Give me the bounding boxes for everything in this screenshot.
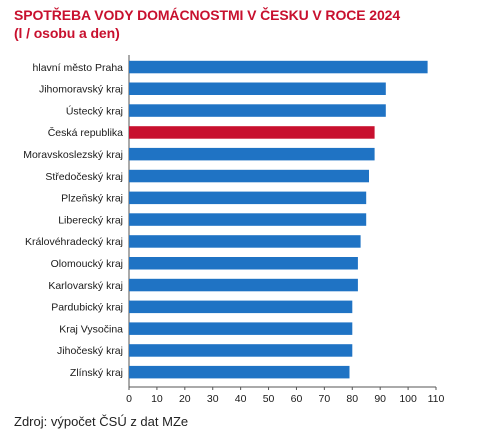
bar-14 (129, 365, 350, 379)
bar-7 (129, 213, 367, 226)
x-tick-label-8: 80 (346, 393, 358, 405)
bar-11 (129, 300, 353, 314)
bar-chart: hlavní město Praha Jihomoravský kraj Ústec… (23, 55, 445, 405)
chart-title-block: SPOTŘEBA VODY DOMÁCNOSTMI V ČESKU V ROCE… (14, 6, 400, 42)
category-label-11: Pardubický kraj (51, 302, 123, 314)
category-label-1: Jihomoravský kraj (39, 84, 123, 96)
bar-8 (129, 235, 361, 248)
category-label-5: Středočeský kraj (45, 171, 123, 183)
bar-3 (129, 126, 375, 139)
category-label-14: Zlínský kraj (70, 367, 123, 379)
x-tick-label-5: 50 (263, 393, 275, 405)
bar-4 (129, 147, 375, 161)
category-label-3: Česká republika (48, 126, 123, 139)
bar-6 (129, 191, 367, 205)
bar-0 (129, 60, 428, 74)
x-tick-label-11: 110 (428, 393, 445, 405)
bar-10 (129, 278, 358, 292)
x-tick-label-0: 0 (126, 393, 132, 405)
category-label-12: Kraj Vysočina (59, 323, 123, 335)
category-label-0: hlavní město Praha (33, 62, 124, 74)
x-tick-label-2: 20 (179, 393, 191, 405)
category-label-13: Jihočeský kraj (57, 345, 123, 357)
category-label-2: Ústecký kraj (66, 104, 123, 117)
category-label-9: Olomoucký kraj (51, 258, 123, 270)
category-label-4: Moravskoslezský kraj (23, 149, 123, 161)
bar-1 (129, 82, 386, 95)
x-tick-label-3: 30 (207, 393, 219, 405)
category-label-7: Liberecký kraj (58, 214, 123, 226)
x-tick-label-9: 90 (374, 393, 386, 405)
x-tick-label-7: 70 (319, 393, 331, 405)
source-note: Zdroj: výpočet ČSÚ z dat MZe (14, 414, 189, 429)
category-label-10: Karlovarský kraj (48, 280, 123, 292)
x-tick-label-1: 10 (151, 393, 163, 405)
chart-title: SPOTŘEBA VODY DOMÁCNOSTMI V ČESKU V ROCE… (14, 7, 401, 23)
bar-9 (129, 257, 358, 270)
chart-subtitle: (l / osobu a den) (14, 25, 120, 41)
category-label-8: Královéhradecký kraj (25, 236, 123, 248)
bar-13 (129, 344, 353, 357)
bar-12 (129, 322, 353, 335)
x-tick-label-4: 40 (235, 393, 247, 405)
x-tick-label-10: 100 (399, 393, 417, 405)
x-tick-label-6: 60 (291, 393, 303, 405)
category-label-6: Plzeňský kraj (61, 193, 123, 205)
bar-2 (129, 104, 386, 117)
bar-5 (129, 169, 369, 183)
